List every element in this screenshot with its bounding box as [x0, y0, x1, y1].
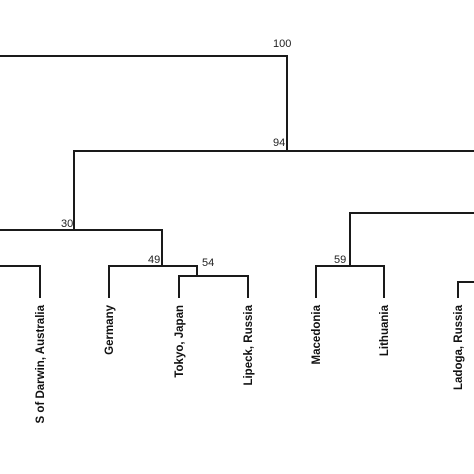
support-label-59: 59: [334, 254, 346, 266]
support-label-94: 94: [273, 137, 285, 149]
support-label-54: 54: [202, 257, 214, 269]
leaf-label-ladoga: Ladoga, Russia: [453, 304, 465, 390]
support-label-30: 30: [61, 218, 73, 230]
leaf-label-darwin: S of Darwin, Australia: [35, 304, 47, 423]
support-label-100: 100: [273, 38, 291, 50]
leaf-label-lipeck: Lipeck, Russia: [243, 304, 255, 385]
leaf-label-lithuania: Lithuania: [379, 304, 391, 356]
support-label-49: 49: [148, 254, 160, 266]
branch-ladoga: [457, 281, 474, 298]
leaf-label-macedonia: Macedonia: [311, 304, 323, 364]
leaf-label-germany: Germany: [104, 304, 116, 354]
leaf-label-tokyo: Tokyo, Japan: [174, 305, 186, 378]
branch-darwin: [0, 265, 41, 298]
